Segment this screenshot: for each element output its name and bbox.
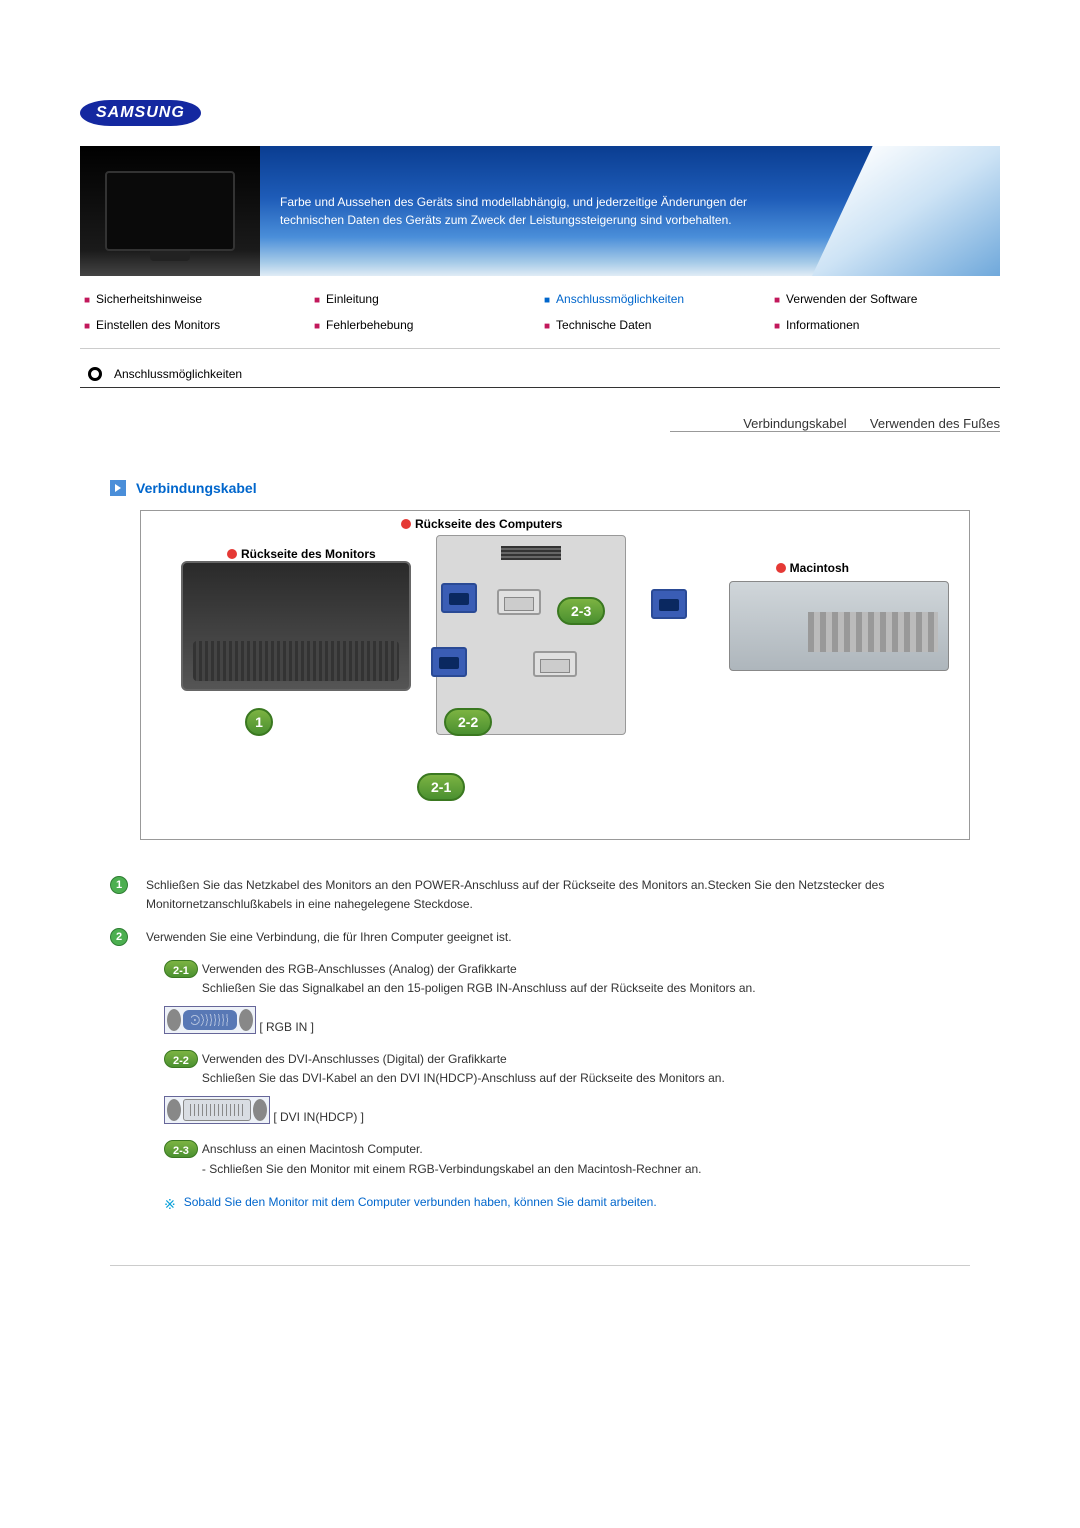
sub-2-3: 2-3 Anschluss an einen Macintosh Compute…: [164, 1140, 970, 1178]
connection-diagram: Rückseite des Monitors Rückseite des Com…: [140, 510, 970, 840]
note-text: Sobald Sie den Monitor mit dem Computer …: [184, 1193, 657, 1215]
diag-label-pc: Rückseite des Computers: [401, 517, 562, 531]
diag-label-monitor: Rückseite des Monitors: [227, 547, 376, 561]
sub-2-2: 2-2 Verwenden des DVI-Anschlusses (Digit…: [164, 1050, 970, 1088]
circle-icon: [88, 367, 102, 381]
step-2-body: Verwenden Sie eine Verbindung, die für I…: [146, 928, 970, 1215]
banner-text: Farbe und Aussehen des Geräts sind model…: [260, 193, 770, 229]
section-title: Verbindungskabel: [136, 480, 257, 496]
diag-pc: [436, 535, 626, 735]
step-num: 2: [110, 928, 146, 1215]
star-icon: ※: [164, 1193, 176, 1215]
circle-2-icon: 2: [110, 928, 128, 946]
dvi-port-icon: [497, 589, 541, 615]
sub-2-1-title: Verwenden des RGB-Anschlusses (Analog) d…: [202, 962, 517, 976]
nav-technische-daten[interactable]: Technische Daten: [540, 312, 770, 338]
dot-icon: [227, 549, 237, 559]
sub-2-3-body: - Schließen Sie den Monitor mit einem RG…: [202, 1162, 702, 1176]
sub-2-3-text: Anschluss an einen Macintosh Computer. -…: [202, 1140, 970, 1178]
nav-anschlussmoglichkeiten[interactable]: Anschlussmöglichkeiten: [540, 286, 770, 312]
note: ※ Sobald Sie den Monitor mit dem Compute…: [164, 1193, 970, 1215]
section-header: Verbindungskabel: [110, 480, 1000, 496]
dvi-connector-row: [ DVI IN(HDCP) ]: [146, 1088, 970, 1128]
play-icon: [110, 480, 126, 496]
sub-2-2-title: Verwenden des DVI-Anschlusses (Digital) …: [202, 1052, 507, 1066]
tab-verwenden-fusses[interactable]: Verwenden des Fußes: [870, 416, 1000, 431]
badge-2-1: 2-1: [417, 773, 465, 801]
breadcrumb: Anschlussmöglichkeiten: [80, 349, 1000, 388]
diag-monitor-back: [181, 561, 411, 691]
dvi-connector-label: [ DVI IN(HDCP) ]: [273, 1110, 364, 1124]
samsung-logo: SAMSUNG: [80, 100, 201, 126]
sub-2-3-title: Anschluss an einen Macintosh Computer.: [202, 1142, 423, 1156]
hero-banner: Farbe und Aussehen des Geräts sind model…: [80, 146, 1000, 276]
vga-port-icon: [431, 647, 467, 677]
sub-2-1-body: Schließen Sie das Signalkabel an den 15-…: [202, 981, 756, 995]
banner-monitor-image: [80, 146, 260, 276]
sub-2-1: 2-1 Verwenden des RGB-Anschlusses (Analo…: [164, 960, 970, 998]
rgb-connector-icon: [164, 1006, 256, 1034]
circle-1-icon: 1: [110, 876, 128, 894]
badge-1: 1: [245, 708, 273, 736]
nav-einstellen-monitors[interactable]: Einstellen des Monitors: [80, 312, 310, 338]
breadcrumb-label: Anschlussmöglichkeiten: [114, 367, 242, 381]
nav-einleitung[interactable]: Einleitung: [310, 286, 540, 312]
logo-area: SAMSUNG: [80, 100, 1000, 126]
page: SAMSUNG Farbe und Aussehen des Geräts si…: [0, 0, 1080, 1366]
nav-sicherheitshinweise[interactable]: Sicherheitshinweise: [80, 286, 310, 312]
content-list: 1 Schließen Sie das Netzkabel des Monito…: [110, 876, 970, 1215]
vga-port-icon: [651, 589, 687, 619]
dvi-connector-icon: [164, 1096, 270, 1124]
dvi-port-icon: [533, 651, 577, 677]
dot-icon: [401, 519, 411, 529]
pill-2-2: 2-2: [164, 1050, 198, 1068]
nav-verwenden-software[interactable]: Verwenden der Software: [770, 286, 1000, 312]
nav-informationen[interactable]: Informationen: [770, 312, 1000, 338]
sub-2-2-text: Verwenden des DVI-Anschlusses (Digital) …: [202, 1050, 970, 1088]
sub-2-1-text: Verwenden des RGB-Anschlusses (Analog) d…: [202, 960, 970, 998]
step-2: 2 Verwenden Sie eine Verbindung, die für…: [110, 928, 970, 1215]
monitor-icon: [105, 171, 235, 251]
nav-fehlerbehebung[interactable]: Fehlerbehebung: [310, 312, 540, 338]
step-1-text: Schließen Sie das Netzkabel des Monitors…: [146, 876, 970, 914]
vga-port-icon: [441, 583, 477, 613]
nav-menu: Sicherheitshinweise Einleitung Anschluss…: [80, 276, 1000, 349]
diag-mac: [729, 581, 949, 671]
dot-icon: [776, 563, 786, 573]
step-2-intro: Verwenden Sie eine Verbindung, die für I…: [146, 928, 970, 947]
badge-2-3: 2-3: [557, 597, 605, 625]
sub-2-2-body: Schließen Sie das DVI-Kabel an den DVI I…: [202, 1071, 725, 1085]
tab-verbindungskabel[interactable]: Verbindungskabel: [743, 416, 846, 431]
step-1: 1 Schließen Sie das Netzkabel des Monito…: [110, 876, 970, 914]
step-num: 1: [110, 876, 146, 914]
rgb-connector-label: [ RGB IN ]: [259, 1020, 314, 1034]
sub-tabs: Verbindungskabel Verwenden des Fußes: [80, 388, 1000, 440]
divider: [110, 1265, 970, 1266]
pill-2-3: 2-3: [164, 1140, 198, 1158]
banner-graphic: [770, 146, 1000, 276]
diag-label-mac: Macintosh: [776, 561, 849, 575]
badge-2-2: 2-2: [444, 708, 492, 736]
tabs-underline: [670, 431, 1000, 432]
rgb-connector-row: [ RGB IN ]: [146, 998, 970, 1038]
pill-2-1: 2-1: [164, 960, 198, 978]
